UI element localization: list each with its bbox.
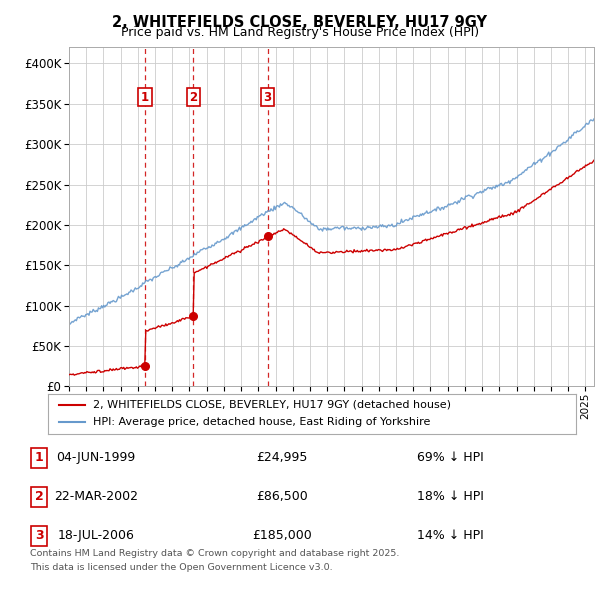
Text: £24,995: £24,995 [256,451,308,464]
Text: 3: 3 [35,529,43,542]
Text: 18% ↓ HPI: 18% ↓ HPI [416,490,484,503]
Text: £86,500: £86,500 [256,490,308,503]
Text: 69% ↓ HPI: 69% ↓ HPI [416,451,484,464]
Text: Contains HM Land Registry data © Crown copyright and database right 2025.: Contains HM Land Registry data © Crown c… [30,549,400,558]
Text: Price paid vs. HM Land Registry's House Price Index (HPI): Price paid vs. HM Land Registry's House … [121,26,479,39]
Text: 1: 1 [35,451,43,464]
Text: 2: 2 [189,91,197,104]
Text: 18-JUL-2006: 18-JUL-2006 [58,529,134,542]
Text: 04-JUN-1999: 04-JUN-1999 [56,451,136,464]
Text: 22-MAR-2002: 22-MAR-2002 [54,490,138,503]
Text: 3: 3 [263,91,272,104]
Text: £185,000: £185,000 [252,529,312,542]
Text: 2, WHITEFIELDS CLOSE, BEVERLEY, HU17 9GY (detached house): 2, WHITEFIELDS CLOSE, BEVERLEY, HU17 9GY… [93,400,451,410]
Text: HPI: Average price, detached house, East Riding of Yorkshire: HPI: Average price, detached house, East… [93,417,430,427]
Text: 14% ↓ HPI: 14% ↓ HPI [416,529,484,542]
Text: 1: 1 [141,91,149,104]
Text: This data is licensed under the Open Government Licence v3.0.: This data is licensed under the Open Gov… [30,563,332,572]
Text: 2, WHITEFIELDS CLOSE, BEVERLEY, HU17 9GY: 2, WHITEFIELDS CLOSE, BEVERLEY, HU17 9GY [113,15,487,30]
Text: 2: 2 [35,490,43,503]
